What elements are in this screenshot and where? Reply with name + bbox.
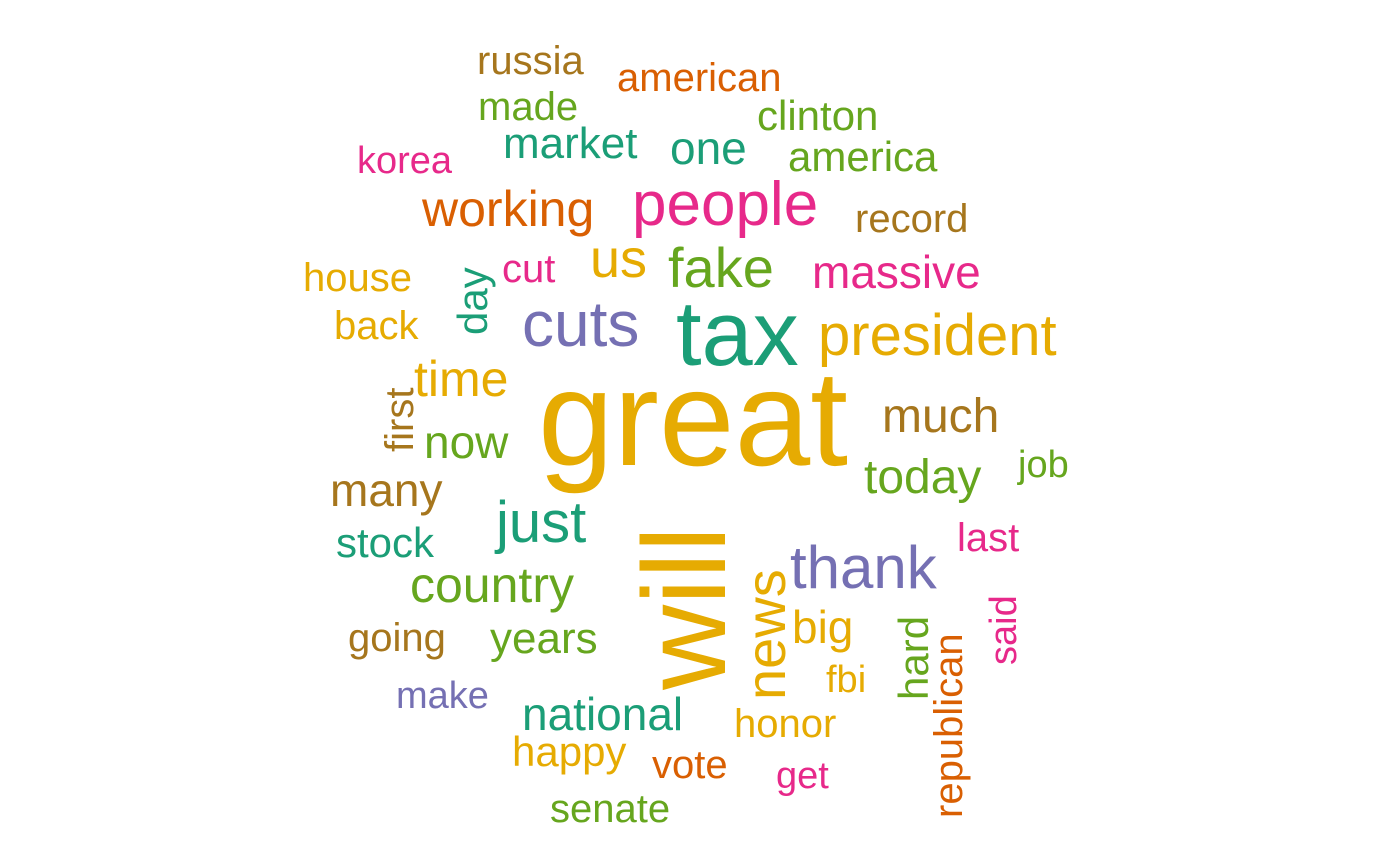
word-many: many (330, 464, 442, 516)
word-president: president (818, 303, 1057, 368)
word-now: now (424, 416, 509, 468)
word-just: just (494, 490, 586, 555)
word-will: will (619, 526, 751, 691)
word-day: day (449, 267, 496, 335)
word-house: house (303, 256, 412, 300)
word-senate: senate (550, 787, 670, 831)
word-job: job (1017, 444, 1069, 486)
word-stock: stock (336, 519, 435, 566)
word-great: great (538, 342, 848, 494)
word-america: america (788, 133, 938, 180)
word-market: market (503, 119, 637, 168)
word-us: us (590, 229, 647, 289)
word-national: national (522, 688, 683, 740)
word-american: american (617, 56, 782, 100)
word-going: going (348, 616, 446, 660)
word-clinton: clinton (757, 92, 878, 139)
word-massive: massive (812, 246, 981, 298)
word-said: said (983, 595, 1025, 665)
word-people: people (632, 170, 818, 239)
word-one: one (670, 122, 747, 174)
word-working: working (421, 181, 594, 237)
word-make: make (396, 675, 489, 717)
word-thank: thank (790, 534, 938, 601)
word-first: first (378, 388, 422, 452)
word-time: time (414, 351, 508, 407)
word-cut: cut (502, 247, 555, 291)
word-big: big (792, 601, 853, 653)
word-vote: vote (652, 743, 728, 787)
word-made: made (478, 85, 578, 129)
word-fake: fake (668, 236, 774, 299)
word-years: years (490, 614, 598, 663)
word-country: country (410, 557, 574, 613)
word-news: news (734, 569, 797, 700)
word-cuts: cuts (522, 288, 639, 360)
word-happy: happy (512, 728, 626, 775)
word-tax: tax (676, 283, 799, 385)
word-much: much (882, 390, 999, 443)
word-fbi: fbi (826, 659, 866, 701)
word-korea: korea (357, 140, 453, 182)
word-record: record (855, 197, 968, 241)
word-today: today (864, 451, 981, 504)
word-last: last (957, 516, 1019, 560)
word-back: back (334, 304, 419, 348)
word-honor: honor (734, 702, 836, 746)
word-hard: hard (890, 616, 937, 700)
word-republican: republican (927, 633, 971, 818)
word-russia: russia (477, 39, 584, 83)
word-get: get (776, 755, 829, 797)
